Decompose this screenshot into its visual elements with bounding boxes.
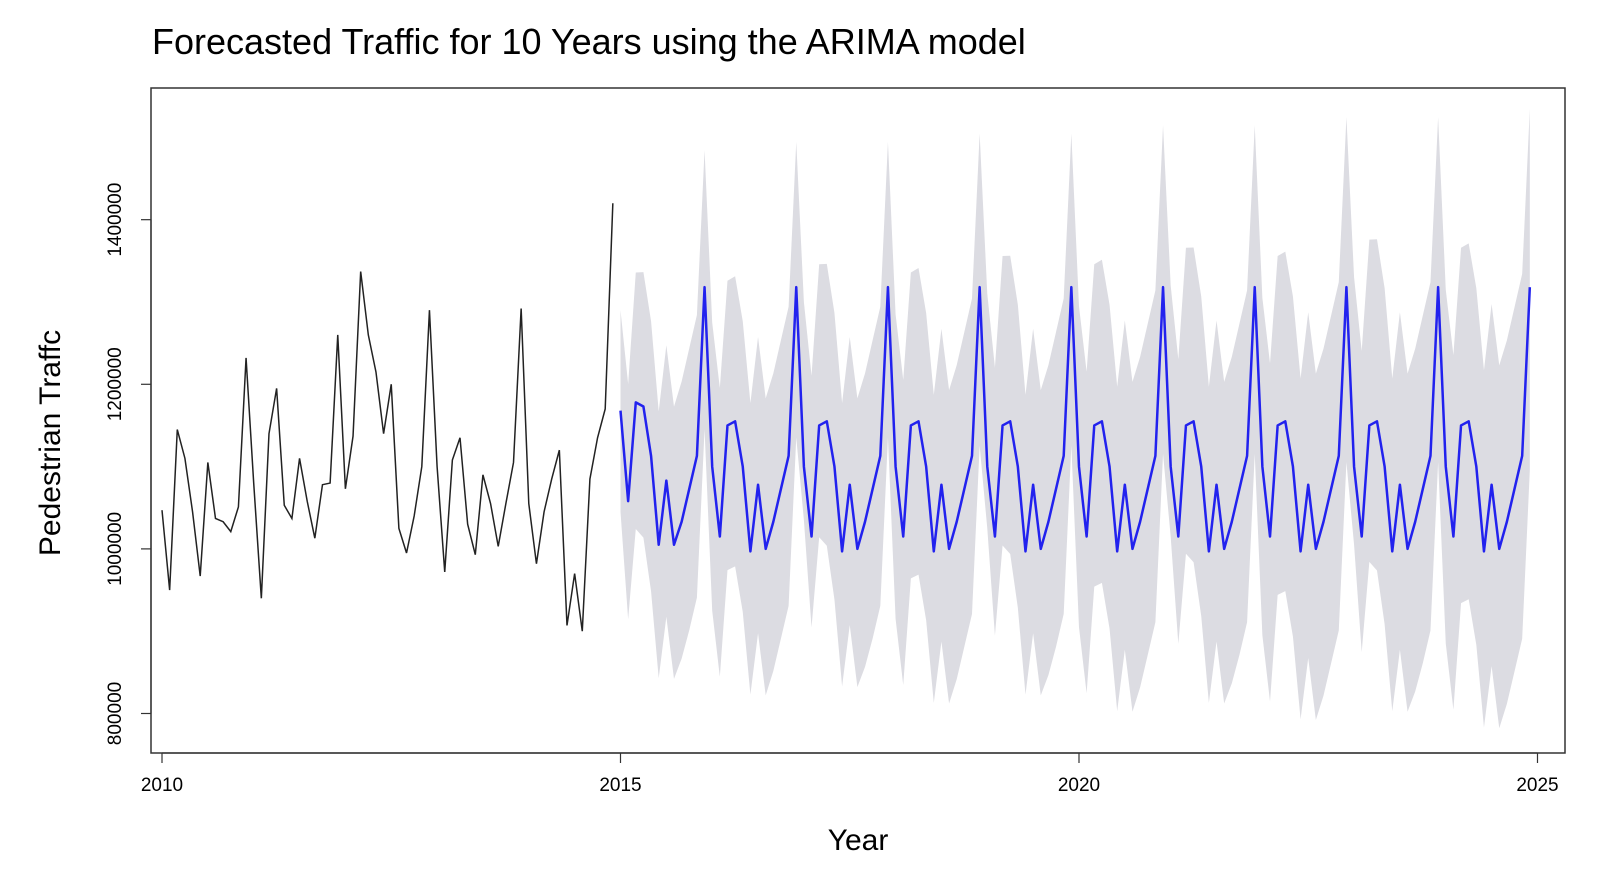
x-tick-label: 2020 bbox=[1058, 775, 1100, 796]
x-tick-label: 2025 bbox=[1516, 775, 1558, 796]
y-axis: 800000 1000000 1200000 1400000 bbox=[105, 183, 152, 745]
prediction-interval-band bbox=[620, 108, 1530, 729]
x-tick-label: 2010 bbox=[141, 775, 183, 796]
y-tick-label: 1200000 bbox=[105, 347, 126, 421]
chart-title: Forecasted Traffic for 10 Years using th… bbox=[152, 21, 1026, 62]
x-axis: 2010 2015 2020 2025 bbox=[141, 752, 1559, 796]
x-tick-label: 2015 bbox=[599, 775, 641, 796]
y-axis-title: Pedestrian Traffc bbox=[34, 330, 67, 556]
observed-series-line bbox=[161, 203, 614, 632]
x-axis-title: Year bbox=[828, 824, 889, 857]
plot-area bbox=[161, 108, 1532, 729]
y-tick-label: 1400000 bbox=[105, 183, 126, 257]
y-tick-label: 1000000 bbox=[105, 512, 126, 586]
forecast-series-line bbox=[619, 285, 1532, 553]
y-tick-label: 800000 bbox=[105, 682, 126, 745]
